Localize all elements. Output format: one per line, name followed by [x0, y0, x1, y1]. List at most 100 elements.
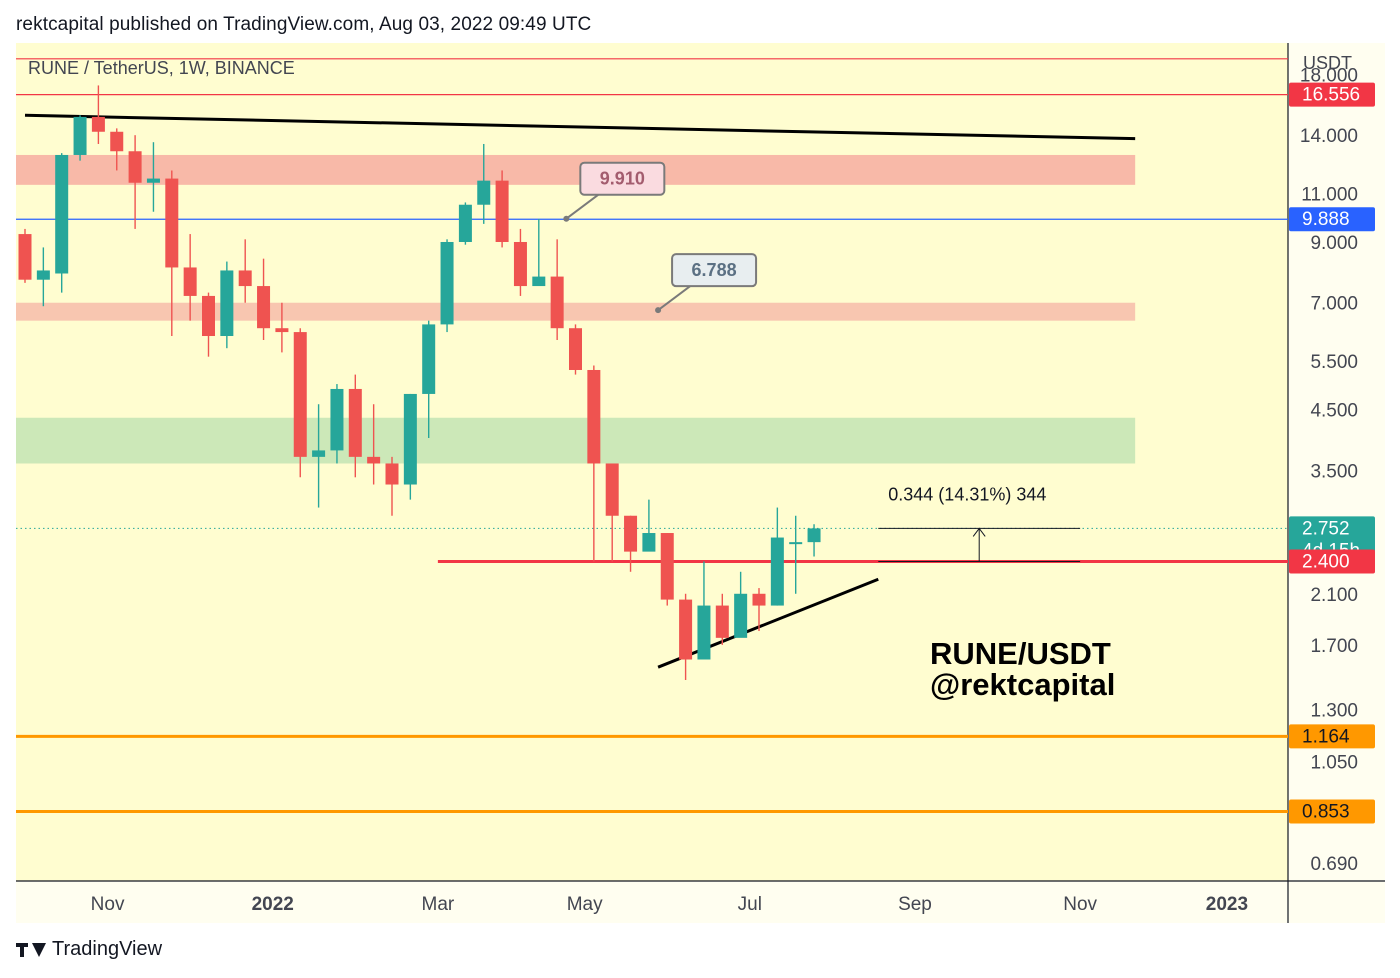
price-badge-4: [1289, 724, 1375, 749]
x-tick-label: Nov: [1063, 894, 1097, 915]
y-tick-label: 14.000: [1300, 126, 1358, 147]
candle-body-42[interactable]: [789, 542, 803, 545]
tradingview-logo-icon: [16, 941, 46, 959]
price-badge-label-5: 0.853: [1302, 802, 1350, 823]
chart-container[interactable]: 0.344 (14.31%) 344 9.910 6.788 RUNE/USDT @re…: [16, 43, 1385, 923]
candle-body-36[interactable]: [679, 599, 693, 660]
y-tick-label: 3.500: [1310, 461, 1358, 482]
price-badge-label-1: 9.888: [1302, 209, 1350, 230]
candle-body-0[interactable]: [18, 234, 32, 280]
candle-body-15[interactable]: [293, 332, 307, 457]
y-tick-label: 18.000: [1300, 65, 1358, 86]
candle-body-24[interactable]: [458, 204, 472, 242]
trendline-0[interactable]: [24, 113, 1136, 141]
candle-body-10[interactable]: [202, 295, 215, 337]
price-badge-label-0: 16.556: [1302, 85, 1360, 106]
candle-body-18[interactable]: [348, 388, 362, 457]
candle-body-12[interactable]: [238, 270, 252, 287]
candle-body-33[interactable]: [624, 515, 638, 552]
callout-pointer-0: [565, 193, 599, 220]
y-tick-label: 9.000: [1310, 233, 1358, 254]
x-tick-label: Mar: [422, 894, 455, 915]
candle-body-41[interactable]: [770, 537, 784, 606]
x-tick-label: Sep: [898, 894, 932, 915]
y-tick-label: 1.050: [1310, 752, 1358, 773]
candle-body-21[interactable]: [403, 393, 417, 485]
zone-2: [16, 417, 1136, 464]
candle-body-34[interactable]: [642, 533, 656, 552]
candle-body-27[interactable]: [513, 241, 527, 287]
watermark-line2: @rektcapital: [930, 667, 1115, 702]
candle-body-3[interactable]: [73, 116, 87, 155]
y-tick-label: 1.700: [1310, 636, 1358, 657]
x-tick-label: 2023: [1206, 894, 1248, 915]
x-tick-label: 2022: [252, 894, 294, 915]
trendline-1[interactable]: [657, 577, 879, 669]
measure-label: 0.344 (14.31%) 344: [888, 484, 1046, 504]
candlestick-chart[interactable]: 0.344 (14.31%) 344 9.910 6.788 RUNE/USDT@re…: [16, 43, 1385, 923]
x-tick-label: May: [567, 894, 603, 915]
candle-body-39[interactable]: [734, 593, 748, 638]
price-badge-3: [1289, 549, 1375, 574]
candle-body-35[interactable]: [660, 533, 674, 600]
candle-body-11[interactable]: [220, 270, 234, 337]
measure-arrow-head: [972, 527, 986, 537]
candle-body-9[interactable]: [183, 267, 197, 296]
price-badge-label-4: 1.164: [1302, 726, 1350, 747]
candle-body-25[interactable]: [477, 180, 491, 205]
candle-body-6[interactable]: [128, 151, 142, 183]
y-tick-label: 1.300: [1310, 701, 1358, 722]
callout-anchor-0: [563, 215, 570, 222]
candle-body-37[interactable]: [697, 605, 711, 660]
callout-label-1: 6.788: [692, 260, 737, 280]
candle-body-30[interactable]: [569, 328, 582, 370]
price-badge-5: [1289, 799, 1375, 824]
candle-body-38[interactable]: [715, 605, 729, 638]
candle-body-40[interactable]: [752, 593, 766, 606]
candle-body-17[interactable]: [330, 388, 344, 451]
time-axis-panel: [16, 881, 1385, 923]
candle-body-32[interactable]: [605, 463, 619, 516]
candle-body-13[interactable]: [257, 286, 271, 329]
published-header: rektcapital published on TradingView.com…: [16, 14, 592, 35]
price-badge-label-2: 2.752: [1302, 518, 1350, 539]
y-tick-label: 2.100: [1310, 585, 1358, 606]
y-tick-label: 0.690: [1310, 854, 1358, 875]
price-badge-0: [1289, 82, 1375, 107]
y-tick-label: 5.500: [1310, 352, 1358, 373]
candle-body-20[interactable]: [385, 463, 399, 485]
candle-body-31[interactable]: [587, 369, 601, 464]
candle-body-29[interactable]: [550, 276, 564, 329]
currency-label: USDT: [1303, 53, 1352, 73]
candle-body-23[interactable]: [440, 241, 454, 325]
y-tick-label: 7.000: [1310, 294, 1358, 315]
callout-pointer-1: [657, 285, 691, 311]
y-tick-label: 11.000: [1301, 184, 1358, 205]
candle-body-8[interactable]: [165, 178, 179, 268]
watermark-line1: RUNE/USDT: [930, 636, 1111, 671]
price-badge-1: [1289, 207, 1375, 232]
callout-label-0: 9.910: [600, 169, 645, 189]
zone-0: [16, 154, 1136, 185]
candle-body-4[interactable]: [91, 116, 105, 132]
footer-brand: TradingView: [16, 938, 162, 961]
candle-body-1[interactable]: [36, 270, 50, 280]
candle-body-26[interactable]: [495, 180, 509, 242]
callout-anchor-1: [655, 307, 662, 314]
candle-body-19[interactable]: [367, 456, 381, 464]
symbol-label: RUNE / TetherUS, 1W, BINANCE: [28, 58, 295, 78]
candle-body-43[interactable]: [807, 528, 821, 543]
zone-1: [16, 302, 1136, 321]
candle-body-14[interactable]: [275, 328, 289, 333]
x-tick-label: Nov: [91, 894, 125, 915]
candle-body-16[interactable]: [312, 450, 326, 457]
candle-body-5[interactable]: [110, 131, 124, 152]
candle-body-28[interactable]: [532, 276, 546, 287]
candle-body-22[interactable]: [422, 324, 436, 394]
candle-body-7[interactable]: [146, 178, 160, 183]
y-tick-label: 4.500: [1310, 401, 1358, 422]
callout-box-1[interactable]: [671, 253, 758, 288]
candle-body-2[interactable]: [55, 154, 69, 274]
callout-box-0[interactable]: [579, 161, 666, 196]
price-badge-label-3: 2.400: [1302, 551, 1350, 572]
